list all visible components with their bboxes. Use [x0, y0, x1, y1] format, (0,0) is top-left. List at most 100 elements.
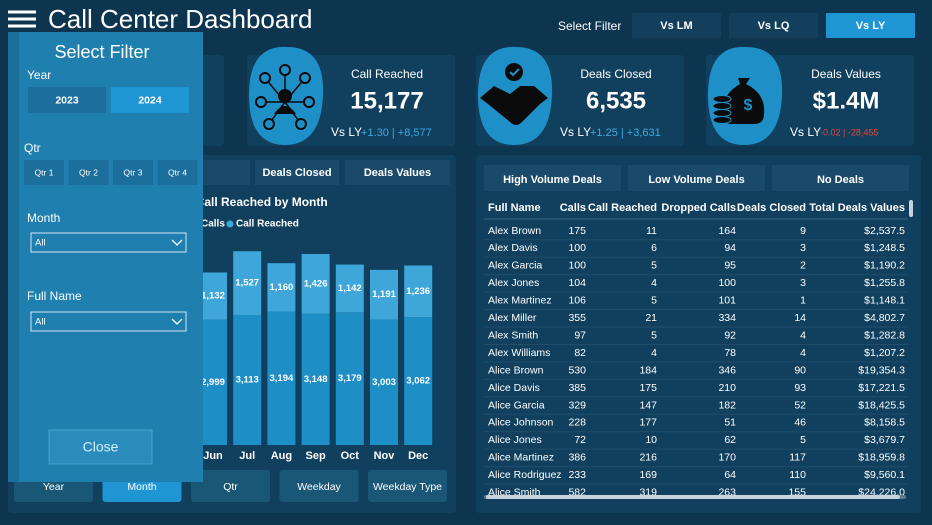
- x-tick-label: Oct: [341, 450, 360, 462]
- table-cell: 100: [718, 277, 736, 289]
- table-cell: 6: [651, 242, 657, 254]
- bar-segment: [404, 265, 433, 318]
- table-name-cell: Alex Smith: [488, 329, 538, 341]
- table-cell: 169: [639, 469, 657, 481]
- compare-button-label: Vs LQ: [758, 20, 790, 32]
- table-cell: 95: [724, 260, 736, 272]
- table-header: Full Name: [488, 202, 541, 214]
- year-button[interactable]: [111, 87, 189, 113]
- table-cell: 110: [789, 469, 806, 481]
- kpi-label: Deals Closed: [580, 67, 651, 81]
- table-cell: 78: [724, 347, 736, 359]
- kpi-compare-label: Vs LY: [331, 125, 362, 139]
- chart-tab[interactable]: [345, 160, 450, 185]
- icon-part: $: [744, 97, 753, 114]
- table-tab-label: No Deals: [817, 174, 864, 186]
- table-cell: 101: [718, 295, 736, 307]
- dropdown[interactable]: [30, 232, 187, 253]
- table-cell: 46: [794, 417, 806, 429]
- compare-button[interactable]: [729, 13, 818, 38]
- quarter-button[interactable]: [68, 160, 109, 185]
- table-name-cell: Alex Williams: [488, 347, 550, 359]
- vertical-scrollbar[interactable]: [909, 200, 913, 217]
- menu-icon-bar[interactable]: [8, 10, 36, 14]
- table-cell: 9: [800, 225, 806, 237]
- table-tab-label: Low Volume Deals: [648, 174, 744, 186]
- table-cell: 147: [639, 399, 657, 411]
- legend-label: Calls: [201, 219, 225, 230]
- year-button-label: 2024: [138, 94, 162, 106]
- dashboard-title: Call Center Dashboard: [48, 4, 312, 34]
- table-cell: 233: [568, 469, 586, 481]
- table-cell: 5: [651, 295, 657, 307]
- view-button[interactable]: [191, 470, 270, 502]
- filter-label: Full Name: [27, 289, 82, 303]
- table-cell: 175: [639, 382, 657, 394]
- horizontal-scrollbar-thumb[interactable]: [486, 495, 900, 499]
- table-name-cell: Alice Brown: [488, 364, 544, 376]
- table-cell: 72: [574, 434, 586, 446]
- quarter-button[interactable]: [113, 160, 153, 185]
- table-cell: $19,354.3: [858, 364, 905, 376]
- table-cell: $9,560.1: [864, 469, 905, 481]
- view-button-label: Year: [43, 481, 65, 493]
- table-name-cell: Alex Jones: [488, 277, 539, 289]
- bar-value-label: 3,194: [270, 373, 294, 384]
- view-button-label: Qtr: [223, 481, 238, 493]
- bar-value-label: 1,527: [235, 278, 259, 289]
- table-cell: 355: [568, 312, 586, 324]
- table-cell: 175: [568, 225, 586, 237]
- table-cell: 4: [651, 347, 657, 359]
- bar-value-label: 3,062: [406, 376, 430, 387]
- menu-icon-bar[interactable]: [8, 24, 36, 28]
- bar-segment: [335, 264, 364, 313]
- table-cell: 5: [651, 260, 657, 272]
- table-cell: 2: [800, 260, 806, 272]
- kpi-compare-label: Vs LY: [560, 125, 591, 139]
- bar-value-label: 3,179: [338, 373, 362, 384]
- table-cell: 4: [800, 347, 806, 359]
- table-cell: 82: [574, 347, 586, 359]
- filter-label: Year: [27, 68, 51, 82]
- close-button[interactable]: [48, 429, 153, 465]
- table-cell: $1,248.5: [864, 242, 905, 254]
- compare-button[interactable]: [826, 13, 915, 38]
- menu-icon-bar[interactable]: [8, 17, 36, 21]
- table-tab[interactable]: [484, 165, 621, 191]
- table-cell: 216: [639, 452, 657, 464]
- quarter-button[interactable]: [157, 160, 198, 185]
- table-cell: 94: [724, 242, 736, 254]
- table-cell: 5: [651, 329, 657, 341]
- icon-part: [509, 68, 520, 77]
- year-button-label: 2023: [55, 94, 79, 106]
- quarter-button[interactable]: [24, 160, 64, 185]
- x-tick-label: Jul: [239, 450, 255, 462]
- table-tab[interactable]: [772, 165, 909, 191]
- table-tab[interactable]: [628, 165, 765, 191]
- compare-button[interactable]: [632, 13, 721, 38]
- table-header: Calls: [560, 202, 586, 214]
- view-button[interactable]: [368, 470, 447, 502]
- close-button-label: Close: [83, 439, 119, 455]
- dropdown-chevron: [171, 239, 183, 246]
- table-name-cell: Alex Garcia: [488, 260, 542, 272]
- filter-panel-title: Select Filter: [54, 42, 149, 62]
- dropdown[interactable]: [30, 311, 187, 332]
- table-name-cell: Alice Jones: [488, 434, 542, 446]
- table-cell: $18,959.8: [858, 452, 905, 464]
- chart-tab-label: Deals Values: [364, 167, 431, 179]
- kpi-value: 15,177: [350, 87, 423, 114]
- table-header: Deals Closed: [737, 202, 806, 214]
- chart-tab[interactable]: [255, 160, 339, 185]
- view-button[interactable]: [279, 470, 359, 502]
- kpi-change: +1.25 | +3,631: [590, 127, 661, 139]
- x-tick-label: Aug: [271, 450, 292, 462]
- icon-part: [303, 96, 315, 108]
- table-name-cell: Alice Martinez: [488, 452, 554, 464]
- kpi-change: -0.02 | -28,455: [820, 127, 878, 137]
- year-button[interactable]: [28, 87, 106, 113]
- filter-panel-strip: [8, 32, 19, 482]
- view-button-label: Month: [127, 481, 156, 493]
- table-cell: $2,537.5: [864, 225, 905, 237]
- table-cell: $4,802.7: [864, 312, 905, 324]
